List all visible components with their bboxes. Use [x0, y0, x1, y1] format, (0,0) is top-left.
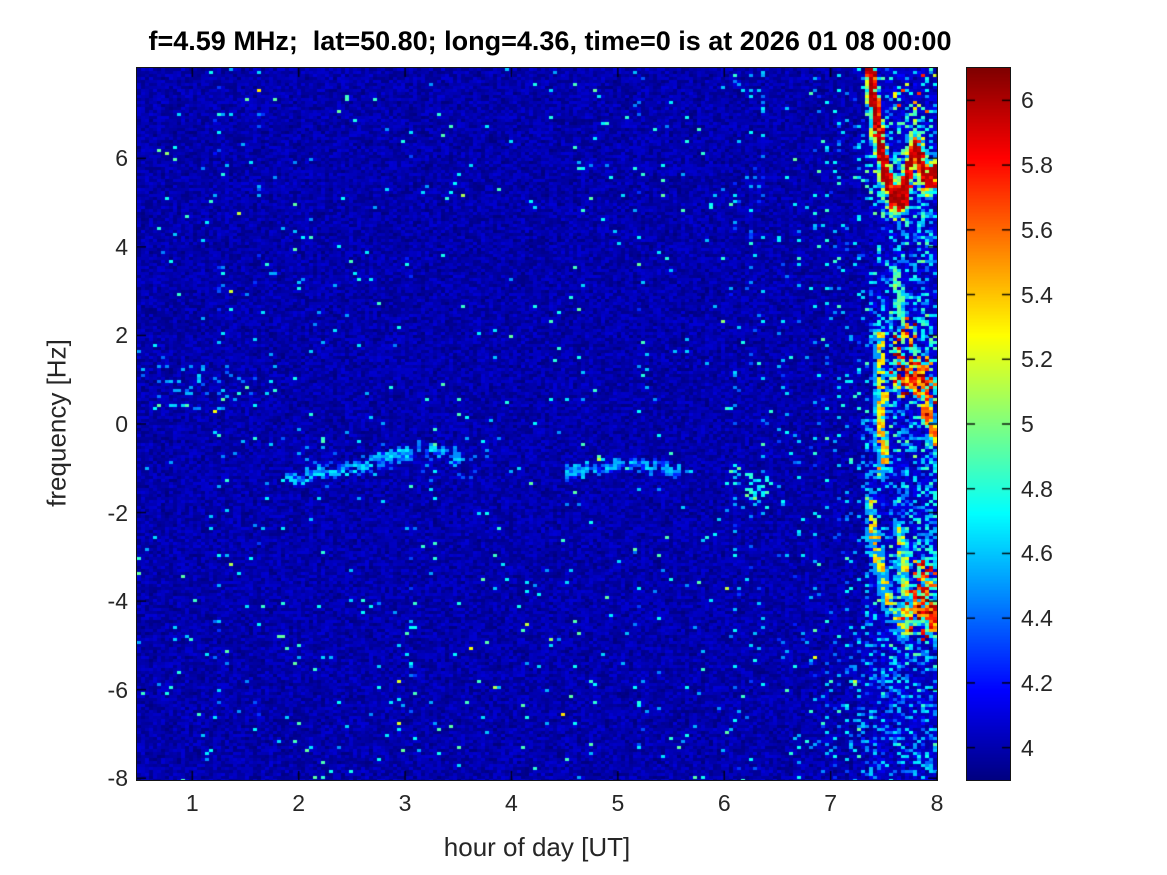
colorbar-tick-label: 6 — [1021, 87, 1034, 114]
colorbar-tick-label: 5.6 — [1021, 216, 1053, 243]
colorbar-tick-label: 4.6 — [1021, 540, 1053, 567]
y-tick-label: 2 — [115, 322, 128, 349]
colorbar-canvas — [967, 68, 1010, 780]
y-tick-label: 4 — [115, 233, 128, 260]
plot-area — [136, 67, 938, 781]
x-tick-label: 3 — [398, 790, 412, 816]
x-tick-label: 7 — [824, 790, 837, 816]
colorbar-tick-label: 4.8 — [1021, 475, 1053, 502]
y-tick-label: -8 — [107, 765, 128, 792]
colorbar-tick-label: 5.4 — [1021, 281, 1053, 308]
x-tick-label: 5 — [611, 790, 625, 816]
x-tick-label: 8 — [930, 790, 944, 816]
chart-title: f=4.59 MHz; lat=50.80; long=4.36, time=0… — [148, 26, 952, 56]
colorbar-tick-label: 5.2 — [1021, 346, 1053, 373]
x-tick-label: 6 — [717, 790, 731, 816]
x-axis-label: hour of day [UT] — [443, 832, 631, 862]
colorbar-tick-label: 5 — [1021, 411, 1034, 437]
x-tick-label: 2 — [292, 790, 306, 816]
y-tick-label: -6 — [107, 676, 128, 703]
y-tick-label: -2 — [107, 499, 128, 526]
x-tick-label: 1 — [185, 790, 199, 816]
colorbar-tick-label: 4.2 — [1021, 669, 1053, 696]
colorbar — [966, 67, 1011, 781]
y-tick-label: 0 — [115, 411, 128, 437]
colorbar-tick-label: 4 — [1021, 734, 1034, 761]
y-tick-label: -4 — [107, 588, 128, 615]
colorbar-tick-label: 4.4 — [1021, 605, 1053, 632]
spectrogram-canvas — [137, 68, 937, 780]
y-tick-label: 6 — [115, 145, 128, 172]
x-tick-label: 4 — [505, 790, 518, 816]
colorbar-tick-label: 5.8 — [1021, 152, 1053, 179]
